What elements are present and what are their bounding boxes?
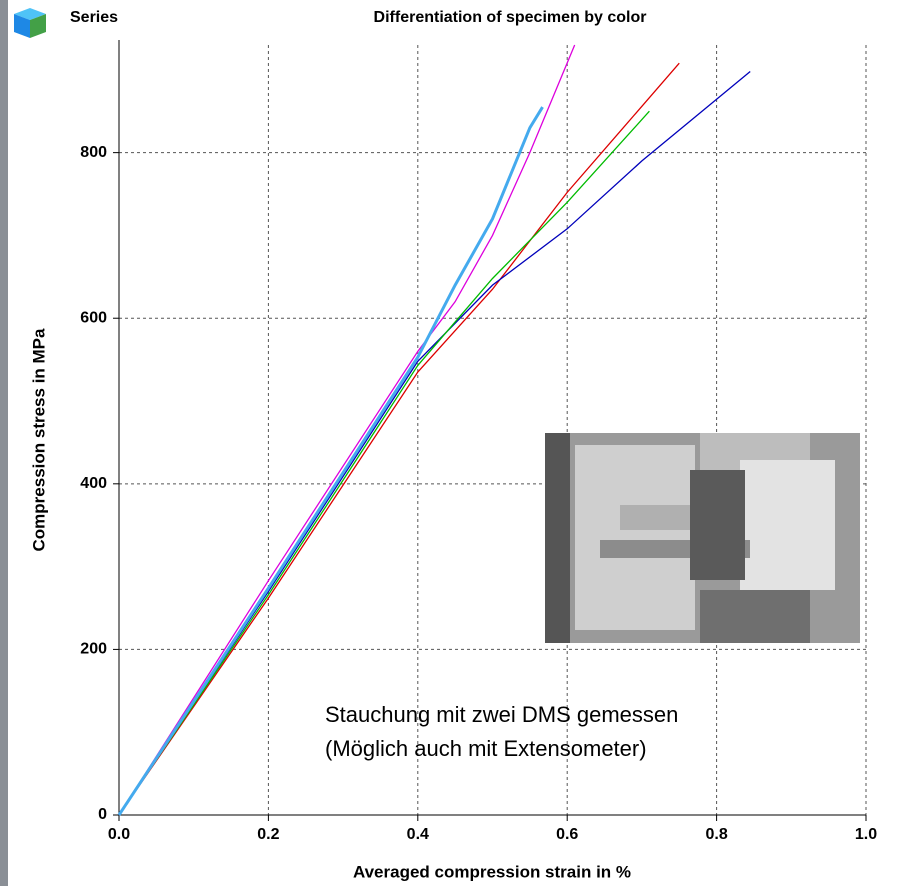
annotation: Stauchung mit zwei DMS gemessen	[325, 702, 678, 727]
y-tick-label: 0	[98, 806, 107, 823]
x-tick-label: 0.8	[705, 826, 727, 843]
y-tick-label: 800	[80, 144, 107, 161]
chart-title: Differentiation of specimen by color	[374, 9, 647, 26]
x-tick-label: 0.2	[257, 826, 279, 843]
legend-title: Series	[70, 9, 118, 26]
y-tick-label: 400	[80, 475, 107, 492]
x-tick-label: 0.0	[108, 826, 130, 843]
left-edge	[0, 0, 8, 886]
x-tick-label: 0.6	[556, 826, 578, 843]
series-icon	[14, 8, 46, 38]
series-line	[118, 62, 680, 816]
y-tick-label: 600	[80, 309, 107, 326]
x-tick-label: 1.0	[855, 826, 877, 843]
series-line	[118, 70, 751, 816]
y-axis-label: Compression stress in MPa	[29, 328, 48, 552]
plot-area: 0 200 400 600 800 0.0 0.2 0.4 0.6 0.8 1.0	[80, 40, 877, 843]
x-axis-label: Averaged compression strain in %	[353, 862, 631, 881]
x-tick-label: 0.4	[407, 826, 429, 843]
annotation: (Möglich auch mit Extensometer)	[325, 736, 647, 761]
series-line	[118, 110, 650, 816]
inset-photo	[545, 433, 860, 643]
y-tick-label: 200	[80, 641, 107, 658]
series-line	[117, 106, 544, 816]
series-line	[118, 44, 576, 816]
